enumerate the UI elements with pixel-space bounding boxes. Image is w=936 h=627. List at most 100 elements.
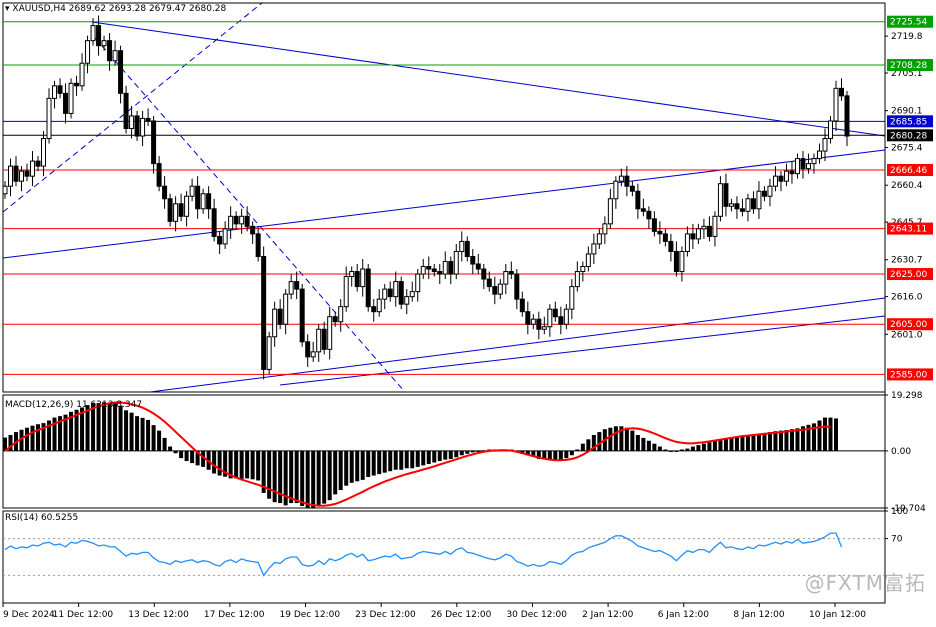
candle-body [679,250,685,273]
candle-body [376,298,382,313]
time-label: 23 Dec 12:00 [355,610,416,620]
macd-bar [360,450,365,480]
macd-bar [811,423,816,451]
rsi-pane-frame [2,510,886,604]
macd-bar [377,450,382,475]
macd-bar [74,409,79,451]
macd-bar [162,437,167,451]
candle-body [789,170,795,175]
macd-bar [558,450,563,460]
macd-bar [476,450,481,452]
macd-bar [261,450,266,493]
candle-body [728,203,734,207]
candle-body [464,240,470,257]
level-label-bg [887,15,933,28]
candle-body [294,281,300,290]
macd-bar [118,405,123,451]
macd-bar [685,448,690,451]
candle-body [503,271,509,285]
macd-bar [608,427,613,451]
candle-body [607,198,613,225]
macd-bar [465,450,470,454]
candle-body [41,138,47,167]
candle-body [569,286,575,310]
macd-bar [531,450,536,457]
candle-body [756,190,762,210]
macd-bar [228,450,233,479]
candle-body [673,250,679,273]
candle-body [448,260,454,275]
candle-body [118,50,124,94]
candle-body [739,208,745,212]
macd-bar [58,416,63,451]
candle-body [145,117,151,122]
macd-bar [773,431,778,451]
macd-bar [454,450,459,458]
candle-body [371,306,377,313]
macd-bar [712,440,717,451]
candle-body [63,92,69,114]
candle-body [299,288,305,343]
macd-bar [751,434,756,451]
price-tick-label: 2630.7 [891,256,923,266]
candle-body [541,326,547,330]
candle-body [184,195,190,217]
candle-body [816,150,822,160]
macd-bar [349,450,354,483]
macd-bar [283,450,288,506]
symbol-dropdown-icon[interactable]: ▾ [5,4,10,14]
candle-body [591,243,597,255]
candle-body [382,288,388,300]
candle-body [233,215,239,225]
candle-body [206,193,212,210]
level-label-bg [887,268,933,281]
macd-bar [553,450,558,461]
candle-body [178,203,184,217]
candle-body [415,273,421,293]
candle-body [46,97,52,140]
candle-body [651,218,657,232]
candle-body [717,183,723,217]
macd-bar [437,450,442,462]
candle-body [52,85,58,99]
candle-body [404,296,410,305]
level-label-bg [887,318,933,331]
candle-body [24,170,30,177]
candle-body [426,266,432,270]
candle-body [96,25,102,47]
macd-bar [355,450,360,482]
macd-bar [613,426,618,451]
macd-bar [591,434,596,451]
macd-bar [217,450,222,476]
macd-bar [322,450,327,504]
macd-bar [597,432,602,451]
level-label-bg [887,368,933,381]
candle-body [250,225,256,235]
candle-body [552,308,558,318]
macd-bar [30,425,35,451]
macd-bar [289,450,294,504]
macd-tick-label: -19.704 [891,504,926,514]
candle-body [431,268,437,273]
macd-bar [443,450,448,460]
candle-body [283,293,289,325]
macd-bar [250,450,255,480]
candle-body [701,225,707,230]
macd-bar [201,450,206,467]
level-label: 2625.00 [890,270,927,280]
level-label: 2680.28 [890,131,927,141]
macd-bar [305,450,310,508]
macd-bar [432,450,437,463]
candle-body [574,271,580,288]
candle-body [475,263,481,270]
macd-bar [47,420,52,451]
candle-body [838,87,844,97]
candle-body [310,351,316,358]
candle-body [508,271,514,275]
macd-bar [833,418,838,451]
candle-body [706,225,712,237]
candle-body [481,268,487,280]
candle-body [211,208,217,237]
